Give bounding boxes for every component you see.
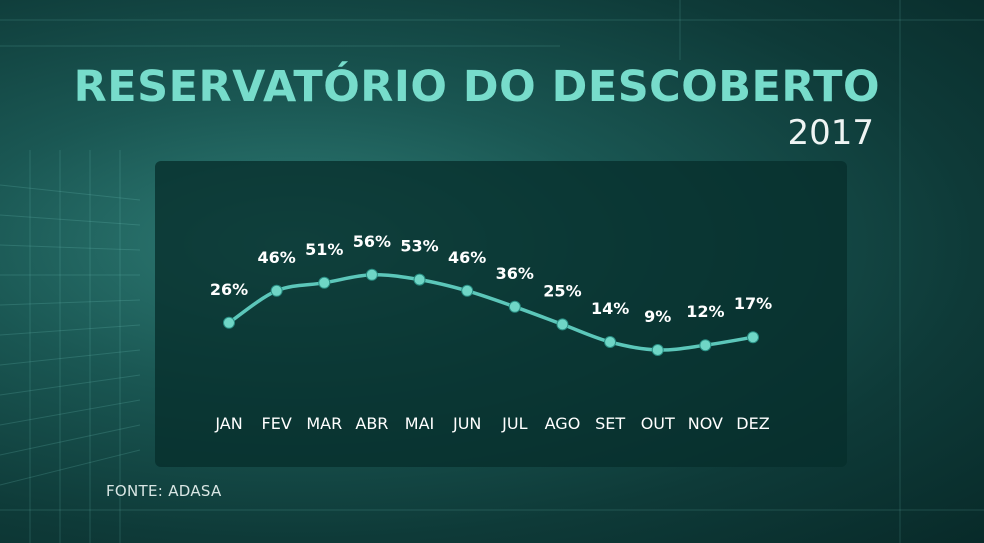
data-point-ago (556, 318, 569, 331)
x-tick-label-nov: NOV (688, 414, 723, 433)
x-tick-label-fev: FEV (262, 414, 292, 433)
x-tick-label-jun: JUN (452, 414, 481, 433)
data-point-mar (318, 276, 331, 289)
x-tick-label-jan: JAN (214, 414, 242, 433)
data-point-mai (413, 273, 426, 286)
value-label-jun: 46% (448, 248, 486, 267)
value-label-fev: 46% (257, 248, 295, 267)
value-label-nov: 12% (686, 302, 724, 321)
x-tick-label-jul: JUL (501, 414, 527, 433)
value-label-set: 14% (591, 299, 629, 318)
x-tick-label-abr: ABR (355, 414, 388, 433)
x-tick-label-out: OUT (641, 414, 675, 433)
data-point-dez (747, 331, 759, 344)
x-tick-label-mar: MAR (306, 414, 342, 433)
data-point-out (651, 344, 664, 356)
x-tick-label-ago: AGO (545, 414, 581, 433)
data-point-abr (365, 268, 378, 281)
x-tick-label-set: SET (595, 414, 625, 433)
data-point-jul (508, 300, 521, 313)
value-label-jul: 36% (496, 264, 534, 283)
chart-panel: 26% JAN 46% FEV 51% MAR 56% ABR 53% MAI 46% JUN 36% J… (155, 161, 847, 467)
source-note: FONTE: ADASA (106, 482, 222, 500)
chart-title: RESERVATÓRIO DO DESCOBERTO (73, 62, 880, 112)
data-point-set (604, 336, 617, 348)
data-point-jan (223, 316, 235, 329)
value-label-mai: 53% (400, 237, 438, 256)
value-label-abr: 56% (353, 232, 391, 251)
data-point-jun (461, 284, 474, 297)
line-chart: 26% JAN 46% FEV 51% MAR 56% ABR 53% MAI 46% JUN 36% J… (210, 232, 772, 433)
value-label-out: 9% (644, 307, 671, 326)
x-tick-label-dez: DEZ (736, 414, 769, 433)
data-point-fev (270, 284, 283, 297)
value-label-ago: 25% (543, 281, 581, 300)
value-label-jan: 26% (210, 280, 248, 299)
chart-year: 2017 (787, 113, 874, 153)
value-label-dez: 17% (734, 294, 772, 313)
series-line (227, 272, 755, 352)
x-tick-label-mai: MAI (405, 414, 434, 433)
data-point-nov (699, 339, 712, 352)
value-label-mar: 51% (305, 240, 343, 259)
